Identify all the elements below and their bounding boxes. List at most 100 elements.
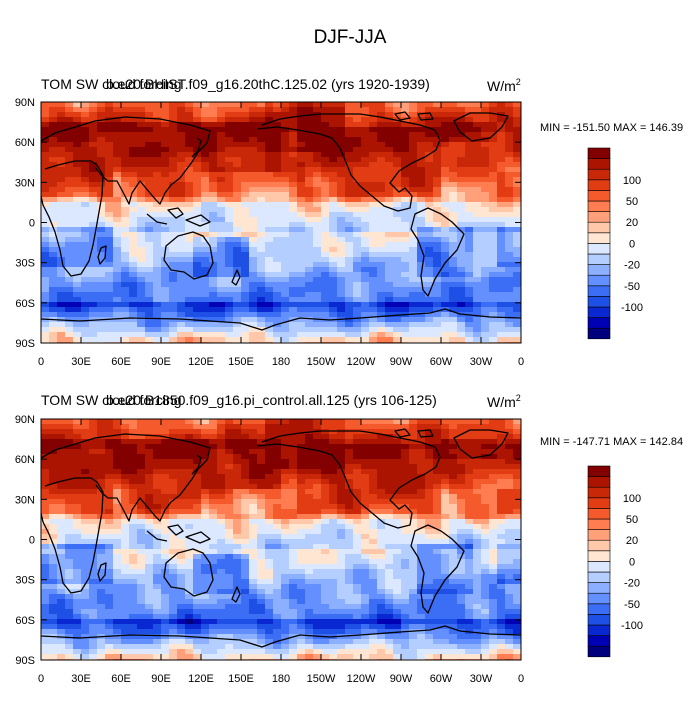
field-cell bbox=[137, 514, 146, 520]
field-cell bbox=[225, 464, 234, 470]
field-cell bbox=[417, 649, 466, 655]
field-cell bbox=[489, 277, 521, 283]
field-cell bbox=[193, 197, 202, 203]
field-cell bbox=[289, 182, 298, 188]
field-cell bbox=[201, 629, 210, 635]
field-cell bbox=[241, 504, 250, 510]
field-cell bbox=[337, 509, 346, 515]
field-cell bbox=[89, 449, 106, 455]
field-cell bbox=[201, 182, 210, 188]
field-cell bbox=[297, 614, 306, 620]
field-cell bbox=[281, 454, 298, 460]
field-cell bbox=[385, 197, 394, 203]
field-cell bbox=[505, 604, 521, 610]
field-cell bbox=[305, 649, 314, 655]
field-cell bbox=[113, 172, 122, 178]
field-cell bbox=[289, 187, 298, 193]
field-cell bbox=[505, 147, 514, 153]
field-cell bbox=[233, 419, 266, 425]
field-cell bbox=[73, 424, 90, 430]
field-cell bbox=[265, 434, 306, 440]
field-cell bbox=[465, 317, 474, 323]
field-cell bbox=[465, 479, 474, 485]
field-cell bbox=[249, 262, 258, 268]
field-cell bbox=[217, 287, 242, 293]
field-cell bbox=[345, 192, 370, 198]
field-cell bbox=[113, 459, 146, 465]
field-cell bbox=[57, 227, 82, 233]
field-cell bbox=[185, 559, 194, 565]
field-cell bbox=[241, 499, 258, 505]
field-cell bbox=[81, 177, 90, 183]
field-cell bbox=[465, 237, 474, 243]
panel-1-title-left: TOM SW cloud forcing bbox=[41, 76, 182, 92]
field-cell bbox=[425, 197, 434, 203]
field-cell bbox=[497, 609, 521, 615]
field-cell bbox=[393, 614, 402, 620]
field-cell bbox=[97, 102, 106, 108]
field-cell bbox=[289, 524, 314, 530]
field-cell bbox=[105, 654, 122, 660]
field-cell bbox=[225, 569, 242, 575]
field-cell bbox=[337, 654, 354, 660]
field-cell bbox=[97, 237, 114, 243]
field-cell bbox=[217, 162, 234, 168]
field-cell bbox=[329, 272, 338, 278]
field-cell bbox=[369, 614, 378, 620]
field-cell bbox=[361, 302, 370, 308]
field-cell bbox=[169, 529, 226, 535]
field-cell bbox=[121, 649, 170, 655]
field-cell bbox=[105, 649, 122, 655]
field-cell bbox=[57, 262, 66, 268]
field-cell bbox=[441, 524, 450, 530]
field-cell bbox=[241, 509, 250, 515]
field-cell bbox=[345, 307, 354, 313]
field-cell bbox=[169, 649, 178, 655]
field-cell bbox=[225, 307, 234, 313]
field-cell bbox=[409, 142, 418, 148]
field-cell bbox=[41, 167, 82, 173]
field-cell bbox=[169, 162, 178, 168]
colorbar-box bbox=[587, 550, 611, 562]
field-cell bbox=[409, 227, 418, 233]
field-cell bbox=[441, 122, 474, 128]
field-cell bbox=[385, 187, 394, 193]
field-cell bbox=[105, 102, 114, 108]
field-cell bbox=[441, 569, 450, 575]
field-cell bbox=[425, 252, 442, 258]
field-cell bbox=[177, 559, 186, 565]
field-cell bbox=[145, 474, 154, 480]
field-cell bbox=[281, 449, 298, 455]
field-cell bbox=[257, 579, 274, 585]
field-cell bbox=[329, 217, 338, 223]
field-cell bbox=[417, 267, 434, 273]
field-cell bbox=[409, 599, 418, 605]
field-cell bbox=[209, 449, 218, 455]
field-cell bbox=[41, 489, 50, 495]
field-cell bbox=[201, 569, 218, 575]
field-cell bbox=[457, 634, 482, 640]
field-cell bbox=[41, 509, 50, 515]
field-cell bbox=[217, 157, 226, 163]
field-cell bbox=[137, 237, 146, 243]
field-cell bbox=[225, 317, 234, 323]
field-cell bbox=[193, 267, 210, 273]
field-cell bbox=[185, 434, 194, 440]
field-cell bbox=[201, 494, 210, 500]
field-cell bbox=[345, 459, 410, 465]
field-cell bbox=[265, 564, 274, 570]
field-cell bbox=[345, 579, 354, 585]
field-cell bbox=[337, 237, 346, 243]
field-cell bbox=[97, 639, 106, 645]
field-cell bbox=[57, 599, 66, 605]
field-cell bbox=[473, 614, 490, 620]
field-cell bbox=[73, 197, 90, 203]
field-cell bbox=[401, 177, 410, 183]
field-cell bbox=[441, 207, 450, 213]
field-cell bbox=[257, 312, 282, 318]
field-cell bbox=[41, 107, 50, 113]
field-cell bbox=[225, 419, 234, 425]
field-cell bbox=[465, 564, 474, 570]
field-cell bbox=[449, 252, 474, 258]
field-cell bbox=[433, 282, 442, 288]
